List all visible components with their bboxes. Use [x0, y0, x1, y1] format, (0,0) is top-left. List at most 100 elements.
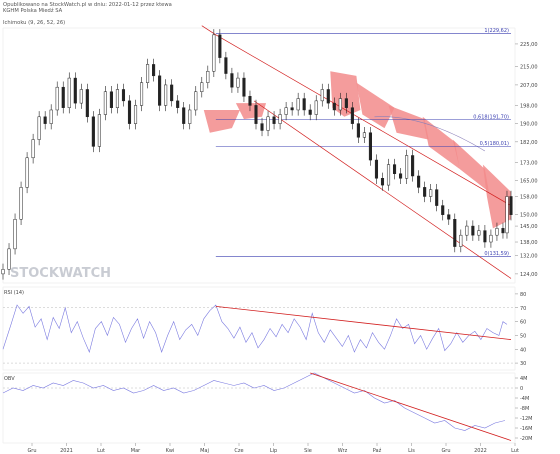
publish-info: Opublikowano na StockWatch.pl w dniu: 20…: [3, 2, 172, 8]
watermark-text: STOCKWATCH: [10, 266, 111, 281]
candle-body: [146, 64, 150, 83]
candle-body: [320, 89, 324, 102]
candle-body: [7, 248, 11, 270]
obv-tick-label-3: -8M: [520, 406, 529, 412]
candle-body: [495, 228, 499, 236]
candle-body: [85, 89, 89, 118]
candle-body: [67, 77, 71, 108]
price-tick-label-2: 207,00: [520, 83, 538, 89]
fib-level-label-3: 0(131,59): [484, 251, 509, 257]
ichimoku-cloud-3: [356, 82, 395, 129]
candle-body: [489, 234, 493, 243]
price-tick-label-1: 215,00: [520, 65, 538, 71]
x-tick-label-10: Paź: [373, 447, 382, 454]
candle-body: [338, 98, 342, 111]
candle-body: [206, 71, 210, 83]
x-tick-label-4: Kwi: [166, 448, 175, 454]
obv-line: [2, 372, 506, 431]
obv-tick-label-6: -20M: [520, 436, 532, 442]
candle-body: [43, 116, 47, 124]
x-tick-label-3: Mar: [131, 448, 141, 454]
obv-frame: [2, 372, 516, 444]
rsi-tick-label-1: 70: [520, 306, 526, 312]
candle-body: [447, 214, 451, 220]
candle-body: [290, 107, 294, 111]
candle-body: [31, 139, 35, 159]
candle-body: [471, 225, 475, 236]
candle-body: [139, 82, 144, 106]
candle-body: [182, 107, 186, 124]
candle-body: [133, 105, 138, 124]
x-tick-label-12: Gru: [441, 448, 450, 454]
x-tick-label-8: Sie: [304, 448, 312, 454]
candle-body: [465, 225, 469, 236]
candle-body: [218, 34, 222, 58]
price-tick-label-0: 225,00: [520, 42, 538, 48]
candle-body: [212, 34, 216, 72]
ichimoku-cloud-1: [235, 103, 267, 120]
rsi-tick-label-2: 60: [520, 320, 526, 326]
rsi-trendline: [215, 305, 512, 340]
candle-body: [477, 230, 481, 236]
candle-body: [200, 82, 204, 93]
candle-body: [368, 132, 372, 161]
fib-level-label-1: 0,618(191,70): [473, 114, 509, 120]
candle-body: [176, 100, 180, 108]
obv-title: OBV: [4, 376, 15, 382]
candle-body: [260, 123, 264, 131]
candle-body: [115, 89, 120, 108]
candle-body: [380, 178, 385, 186]
moving-average-line: [374, 116, 486, 152]
price-frame: [2, 27, 516, 284]
candle-body: [194, 91, 198, 111]
instrument-name: KGHM Polska Miedź SA: [3, 8, 63, 14]
candle-body: [121, 89, 126, 102]
candle-body: [61, 86, 65, 108]
obv-trendline: [310, 372, 512, 441]
candle-body: [405, 155, 409, 179]
candle-body: [362, 132, 366, 138]
channel-upper-line: [215, 34, 512, 206]
candle-body: [386, 164, 391, 186]
candle-body: [356, 123, 360, 138]
candle-body: [242, 77, 246, 97]
candle-body: [188, 109, 192, 124]
fib-level-label-0: 1(229,62): [484, 28, 509, 34]
rsi-tick-label-0: 80: [520, 292, 526, 298]
x-tick-label-13: 2022: [474, 448, 487, 454]
price-tick-label-12: 132,00: [520, 254, 538, 260]
candle-body: [254, 105, 258, 124]
rsi-line: [2, 304, 508, 353]
x-tick-label-1: 2021: [60, 448, 73, 454]
candle-body: [248, 96, 252, 106]
x-tick-label-11: Lis: [408, 448, 415, 454]
rsi-frame: [2, 286, 516, 371]
rsi-tick-label-3: 50: [520, 333, 526, 339]
price-tick-label-6: 173,00: [520, 160, 538, 166]
candle-body: [152, 64, 156, 77]
candle-body: [97, 114, 101, 147]
candle-body: [79, 89, 83, 104]
candle-body: [272, 116, 276, 124]
candle-body: [505, 196, 509, 234]
obv-panel: OBV 4M 0 -4M -8M -12M -16M -20M: [2, 372, 532, 444]
candle-body: [25, 157, 29, 188]
price-tick-label-13: 124,00: [520, 272, 538, 278]
obv-tick-label-5: -16M: [520, 426, 532, 432]
candle-body: [453, 219, 457, 247]
price-tick-label-10: 145,00: [520, 224, 538, 230]
ichimoku-cloud-6: [452, 139, 489, 192]
candle-body: [302, 98, 306, 111]
candle-body: [73, 77, 77, 104]
candle-body: [236, 77, 240, 88]
x-tick-label-2: Lut: [97, 448, 105, 454]
x-tick-label-5: Maj: [200, 448, 209, 454]
candle-body: [392, 164, 397, 174]
x-tick-label-7: Lip: [270, 448, 277, 454]
price-tick-label-7: 165,00: [520, 179, 538, 185]
ichimoku-cloud-4: [388, 105, 429, 140]
candle-body: [350, 107, 354, 124]
candle-body: [435, 189, 439, 206]
price-tick-label-5: 182,00: [520, 140, 538, 146]
